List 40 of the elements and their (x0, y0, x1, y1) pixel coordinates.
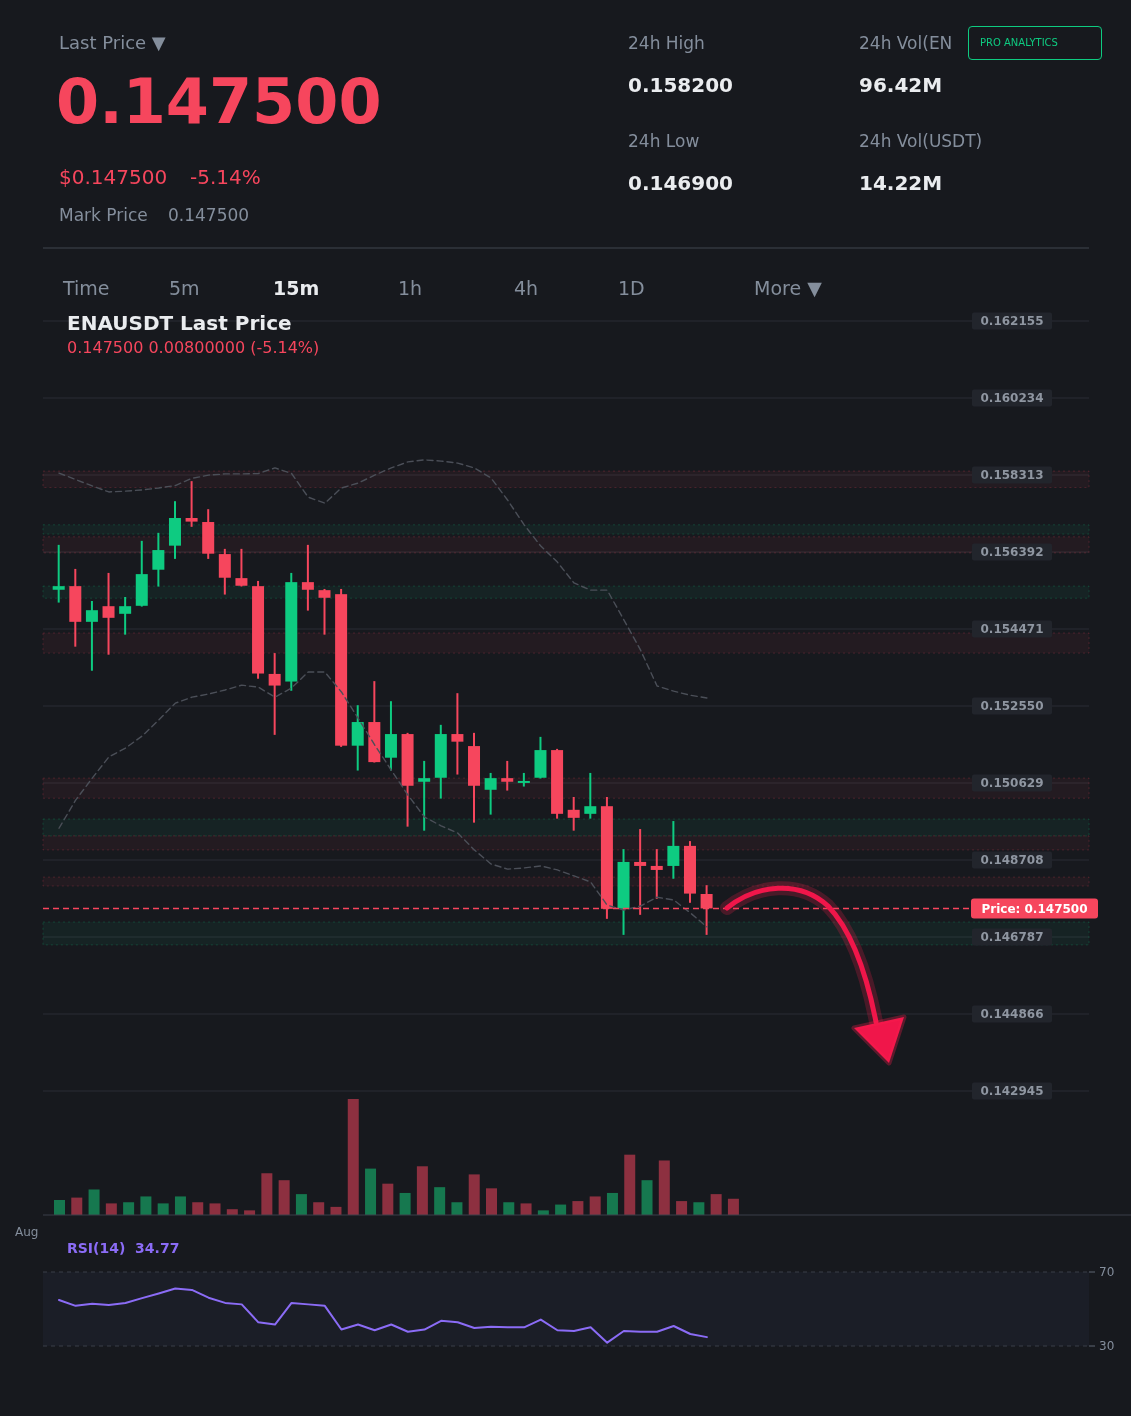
text: 96.42M (859, 73, 943, 97)
text: More ▼ (754, 276, 822, 300)
y-tick-label: 0.156392 (980, 545, 1044, 560)
y-tick-label: 0.154471 (980, 622, 1044, 637)
chart-title: RSI(14) 34.77 (67, 1240, 180, 1257)
text: 14.22M (859, 171, 943, 195)
y-tick-label: 0.148708 (980, 853, 1044, 868)
y-tick-label: 0.152550 (980, 699, 1044, 714)
text: -5.14% (190, 165, 261, 189)
text: 1h (398, 276, 423, 300)
y-tick-label: 0.142945 (980, 1084, 1044, 1099)
y-tick-label: 30 (1099, 1339, 1115, 1354)
text: 0.158200 (628, 73, 734, 97)
text: 4h (514, 276, 539, 300)
text: Mark Price (59, 204, 148, 226)
y-tick-label: 0.144866 (980, 1007, 1044, 1022)
text: 24h Low (628, 130, 700, 152)
ref-line-label: Price: 0.147500 (981, 901, 1088, 916)
text: 0.146900 (628, 171, 734, 195)
text: 0.147500 (56, 64, 382, 140)
text: $0.147500 (59, 165, 168, 189)
y-tick-label: 0.160234 (980, 391, 1044, 406)
text: 1D (618, 276, 645, 300)
text: Aug (15, 1225, 39, 1240)
text: 24h Vol(EN (859, 32, 953, 54)
y-tick-label: 70 (1099, 1265, 1115, 1280)
y-tick-label: 0.162155 (980, 314, 1044, 329)
text: 15m (273, 276, 320, 300)
text: Last Price ▼ (59, 32, 166, 54)
y-tick-label: 0.150629 (980, 776, 1044, 791)
y-tick-label: 0.158313 (980, 468, 1044, 483)
button: PRO ANALYTICS (968, 26, 1102, 60)
text: Time (63, 276, 110, 300)
chart-title: ENAUSDT Last Price (67, 311, 292, 335)
y-tick-label: 0.146787 (980, 930, 1044, 945)
text: 24h High (628, 32, 705, 54)
text: 0.147500 0.00800000 (-5.14%) (67, 338, 320, 358)
text: 0.147500 (168, 204, 250, 226)
text: 5m (169, 276, 200, 300)
text: 24h Vol(USDT) (859, 130, 983, 152)
